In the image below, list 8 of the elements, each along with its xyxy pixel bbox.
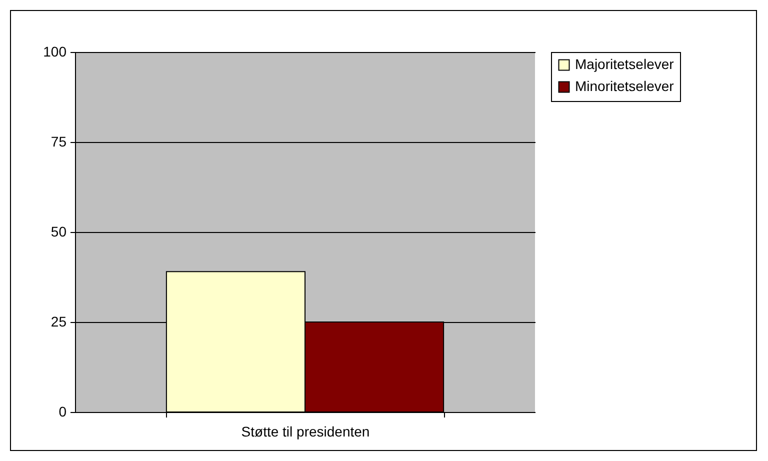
y-tick-label: 25	[50, 314, 67, 330]
y-tick-label: 50	[50, 224, 67, 240]
y-tick-label: 100	[43, 44, 67, 60]
x-tick-label: Støtte til presidenten	[241, 424, 370, 440]
legend-label: Majoritetselever	[575, 56, 674, 72]
y-tick-label: 0	[58, 404, 67, 420]
y-tick-label: 75	[50, 134, 67, 150]
legend-label: Minoritetselever	[575, 78, 674, 94]
